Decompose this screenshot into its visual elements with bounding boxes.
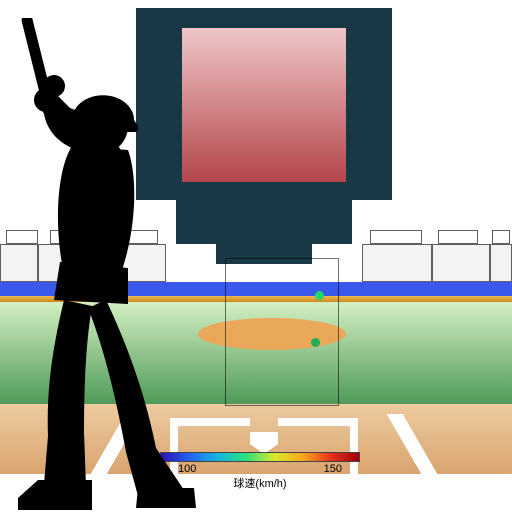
pitch-marker [315,291,324,300]
chalk-line [278,418,358,426]
press-box [438,230,478,244]
colorbar-tick: 150 [324,463,342,475]
wall-section [362,244,432,282]
batter-silhouette [0,18,248,512]
pitch-marker [311,338,320,347]
wall-section [432,244,490,282]
press-box [370,230,422,244]
press-box [492,230,510,244]
wall-section [490,244,512,282]
